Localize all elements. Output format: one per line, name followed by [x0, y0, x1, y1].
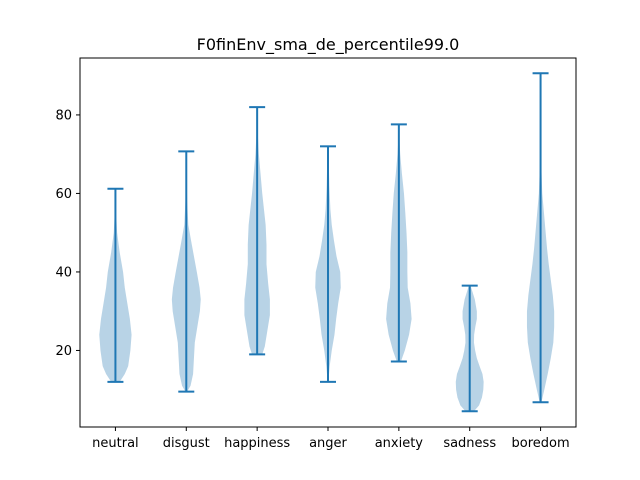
y-tick-label-40: 40 [55, 265, 72, 280]
x-tick-label-anger: anger [309, 436, 347, 451]
violin-group [99, 72, 555, 413]
y-tick-label-60: 60 [55, 187, 72, 202]
x-tick-label-disgust: disgust [163, 436, 210, 451]
x-tick-label-happiness: happiness [224, 436, 290, 451]
x-tick-label-anxiety: anxiety [375, 436, 424, 451]
y-tick-label-80: 80 [55, 108, 72, 123]
x-tick-label-sadness: sadness [443, 436, 496, 451]
x-axis: neutral disgust happiness anger anxiety sadne… [92, 427, 570, 451]
x-tick-label-neutral: neutral [92, 436, 139, 451]
x-tick-label-boredom: boredom [512, 436, 570, 451]
plot-frame [79, 57, 577, 428]
y-axis: 20 40 60 80 [55, 108, 80, 359]
y-tick-label-20: 20 [55, 344, 72, 359]
chart-title: F0finEnv_sma_de_percentile99.0 [197, 35, 460, 55]
